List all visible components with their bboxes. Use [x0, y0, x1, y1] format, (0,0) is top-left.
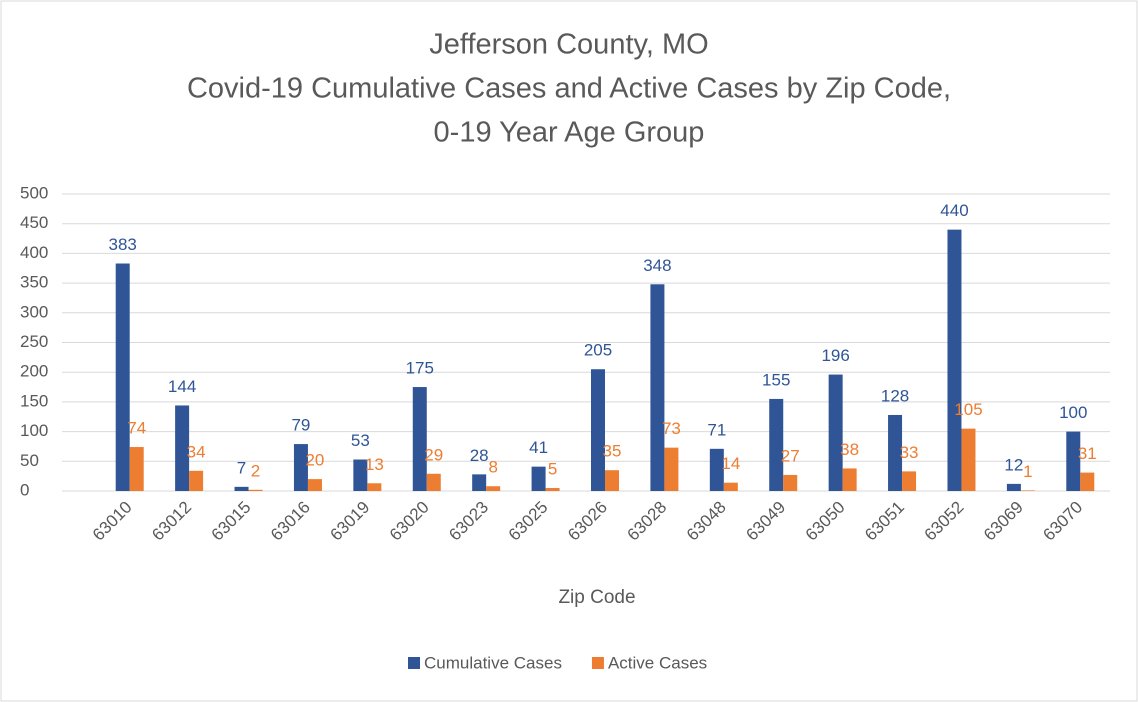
legend-swatch	[408, 657, 420, 669]
data-label: 79	[291, 416, 310, 435]
bar	[961, 428, 976, 491]
legend-swatch	[591, 657, 604, 669]
data-label: 14	[721, 454, 740, 473]
chart-title: 0-19 Year Age Group	[434, 117, 705, 149]
y-tick-label: 500	[20, 183, 48, 202]
data-label: 31	[1078, 444, 1097, 463]
data-label: 175	[406, 359, 434, 378]
y-tick-label: 300	[20, 302, 48, 321]
y-tick-label: 150	[20, 391, 48, 410]
data-label: 12	[1004, 455, 1023, 474]
bar	[947, 229, 962, 491]
data-label: 20	[305, 451, 324, 470]
data-label: 205	[584, 341, 612, 360]
data-label: 348	[643, 256, 671, 275]
data-label: 73	[662, 419, 681, 438]
bar	[115, 263, 130, 491]
data-label: 100	[1059, 403, 1087, 422]
y-tick-label: 100	[20, 421, 48, 440]
chart-title: Jefferson County, MO	[429, 29, 708, 61]
data-label: 74	[127, 419, 146, 438]
bar	[175, 405, 190, 491]
data-label: 41	[529, 438, 548, 457]
bar	[1020, 490, 1035, 491]
data-label: 8	[488, 458, 497, 477]
data-label: 440	[940, 201, 968, 220]
data-label: 34	[187, 442, 206, 461]
bar	[545, 488, 560, 491]
data-label: 155	[762, 370, 790, 389]
bar	[591, 369, 605, 491]
data-label: 105	[954, 400, 982, 419]
legend-label: Active Cases	[608, 653, 707, 672]
bar	[234, 486, 249, 491]
bar	[1006, 483, 1021, 491]
bar	[783, 474, 798, 491]
bar	[902, 471, 917, 491]
bar	[1066, 431, 1081, 491]
bar	[888, 414, 903, 491]
data-label: 13	[365, 455, 384, 474]
data-label: 1	[1023, 462, 1032, 481]
bar	[412, 387, 427, 491]
bar	[189, 470, 204, 491]
bar	[1080, 472, 1095, 491]
data-label: 5	[548, 460, 557, 479]
data-label: 33	[900, 443, 919, 462]
data-label: 71	[707, 420, 726, 439]
data-label: 28	[470, 446, 489, 465]
y-tick-label: 200	[20, 362, 48, 381]
data-label: 29	[424, 445, 443, 464]
bar	[828, 374, 843, 491]
bar	[842, 468, 857, 491]
data-label: 38	[840, 440, 859, 459]
bar	[426, 473, 441, 491]
bar	[486, 486, 501, 491]
data-label: 128	[881, 386, 909, 405]
y-tick-label: 50	[20, 451, 39, 470]
data-label: 53	[351, 431, 370, 450]
bar	[472, 474, 487, 491]
data-label: 144	[168, 377, 196, 396]
bar	[769, 398, 784, 491]
bar	[709, 448, 724, 491]
bar	[307, 479, 322, 491]
bar	[129, 447, 144, 491]
chart-title: Covid-19 Cumulative Cases and Active Cas…	[187, 73, 951, 105]
x-axis-label: Zip Code	[558, 587, 635, 608]
y-tick-label: 450	[20, 213, 48, 232]
bar	[723, 482, 738, 491]
bar	[293, 444, 308, 491]
bar	[367, 483, 382, 491]
bar	[353, 459, 368, 491]
bar	[664, 447, 679, 491]
y-tick-label: 350	[20, 273, 48, 292]
y-tick-label: 250	[20, 332, 48, 351]
bar	[605, 470, 619, 491]
data-label: 35	[603, 442, 622, 461]
legend-label: Cumulative Cases	[424, 653, 562, 672]
bar	[531, 466, 546, 491]
bar	[248, 489, 263, 491]
bar	[650, 284, 665, 491]
data-label: 2	[251, 461, 260, 480]
y-tick-label: 0	[20, 480, 29, 499]
data-label: 27	[781, 446, 800, 465]
data-label: 7	[237, 458, 246, 477]
data-label: 383	[109, 235, 137, 254]
data-label: 196	[821, 346, 849, 365]
y-tick-label: 400	[20, 243, 48, 262]
